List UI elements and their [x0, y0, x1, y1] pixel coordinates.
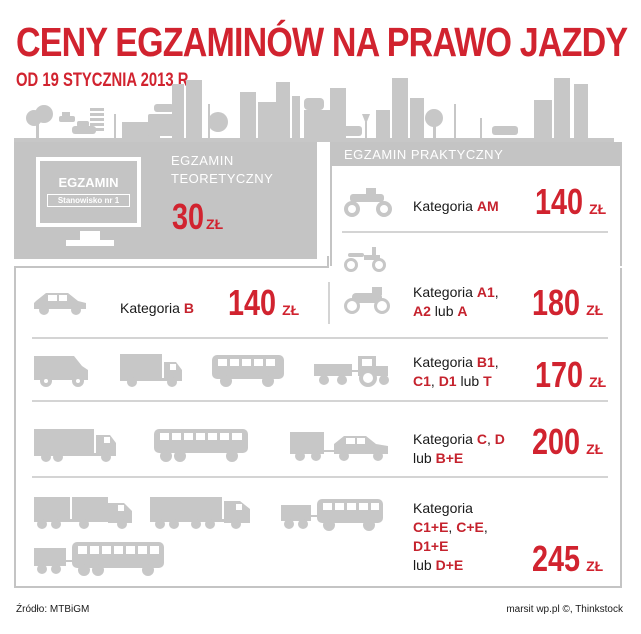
category-label-a: Kategoria A1, A2 lub A: [413, 284, 499, 319]
quad-icon: [342, 188, 394, 218]
motorcycle-icon: [342, 287, 392, 315]
minibus-trailer-icon: [279, 497, 385, 531]
price-c: 200 ZŁ: [532, 421, 604, 462]
price-b: 140 ZŁ: [228, 282, 300, 323]
car-icon: [32, 291, 88, 315]
category-label-b1: Kategoria B1, C1, D1 lub T: [413, 354, 499, 389]
price-b1: 170 ZŁ: [535, 354, 607, 395]
theory-label-line2: TEORETYCZNY: [171, 171, 274, 186]
category-label-b: Kategoria B: [120, 300, 194, 316]
practical-frame-main: [14, 268, 622, 588]
theory-price: 30 ZŁ: [172, 196, 223, 238]
monitor-stand: [80, 231, 100, 241]
bus-icon: [152, 427, 250, 463]
theory-frame: [14, 256, 329, 268]
divider: [32, 400, 608, 402]
theory-label: EGZAMIN TEORETYCZNY: [171, 152, 273, 188]
moped-icon: [342, 247, 388, 273]
theory-label-line1: EGZAMIN: [171, 153, 234, 168]
minibus-icon: [210, 352, 286, 388]
practical-header: EGZAMIN PRAKTYCZNY: [330, 142, 622, 166]
price-value: 30: [172, 196, 205, 237]
bus-trailer-icon: [32, 540, 166, 576]
divider: [342, 231, 608, 233]
page-subtitle: OD 19 STYCZNIA 2013 R.: [16, 70, 193, 91]
price-ce: 245 ZŁ: [532, 538, 604, 579]
divider: [32, 476, 608, 478]
divider-vertical: [328, 282, 330, 324]
category-label-am: Kategoria AM: [413, 198, 499, 214]
truck-icon: [32, 427, 118, 463]
small-truck-icon: [118, 352, 184, 388]
tractor-icon: [312, 352, 392, 388]
theory-exam-panel: EGZAMIN Stanowisko nr 1 EGZAMIN TEORETYC…: [14, 142, 317, 259]
truck-trailer-icon: [32, 495, 134, 531]
monitor-title: EGZAMIN: [58, 175, 119, 190]
monitor-base: [66, 240, 114, 246]
city-skyline-icon: [14, 78, 614, 142]
price-am: 140 ZŁ: [535, 181, 607, 222]
semi-truck-icon: [148, 495, 252, 531]
source-text: Źródło: MTBiGM: [16, 604, 90, 615]
price-a: 180 ZŁ: [532, 282, 604, 323]
credit-text: marsit wp.pl ©, Thinkstock: [506, 604, 623, 615]
category-label-c: Kategoria C, D lub B+E: [413, 431, 505, 466]
category-label-ce: Kategoria C1+E, C+E, D1+E lub D+E: [413, 500, 488, 573]
currency: ZŁ: [206, 216, 224, 232]
car-trailer-icon: [288, 430, 390, 464]
page-title: CENY EGZAMINÓW NA PRAWO JAZDY: [16, 19, 628, 65]
van-icon: [32, 352, 90, 388]
practical-frame-top: [330, 166, 622, 266]
monitor-subtitle: Stanowisko nr 1: [47, 194, 130, 207]
monitor-icon: EGZAMIN Stanowisko nr 1: [36, 157, 141, 227]
divider: [32, 337, 608, 339]
